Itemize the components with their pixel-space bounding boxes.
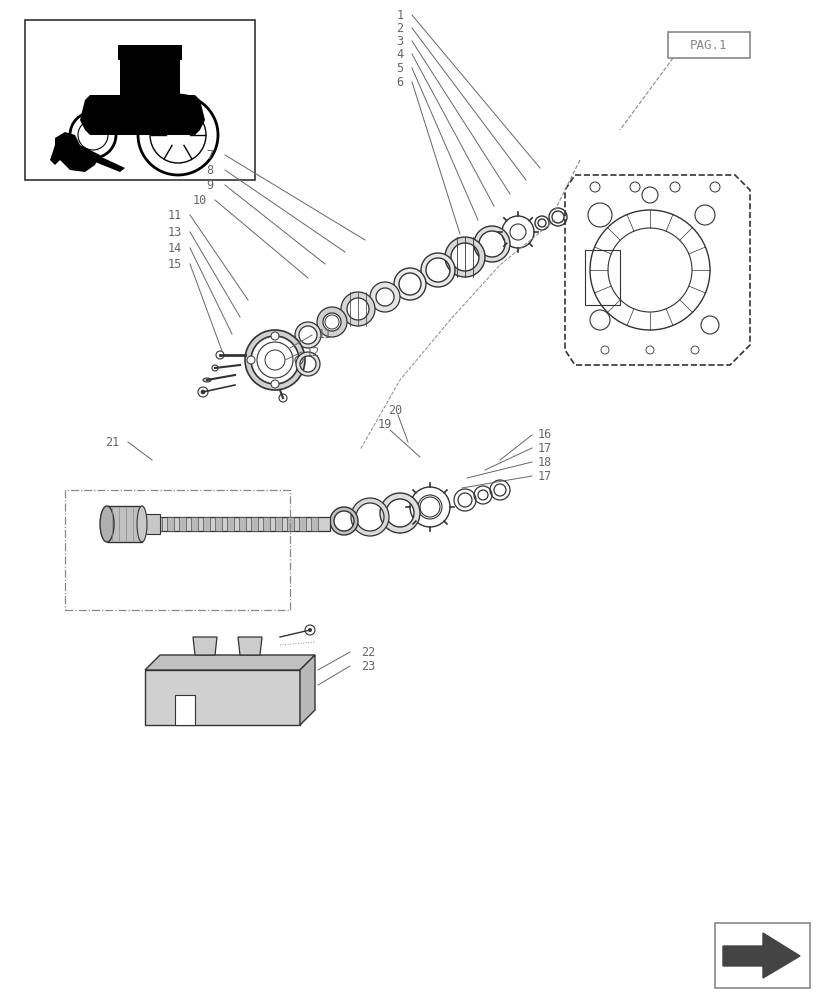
Text: 4: 4	[396, 48, 403, 61]
Circle shape	[270, 332, 279, 340]
Text: 11: 11	[168, 209, 182, 222]
Bar	[215, 517, 222, 531]
Wedge shape	[294, 322, 321, 348]
Text: 19: 19	[377, 418, 392, 432]
Text: 8: 8	[206, 164, 213, 177]
Bar	[275, 517, 282, 531]
Bar	[145, 517, 330, 531]
Circle shape	[308, 628, 312, 632]
Bar	[118, 45, 182, 60]
Text: 16: 16	[538, 428, 552, 442]
Text: 12: 12	[305, 346, 320, 359]
Text: 17: 17	[538, 470, 552, 483]
Bar	[239, 517, 246, 531]
Bar	[287, 517, 294, 531]
Bar	[299, 517, 306, 531]
Text: 14: 14	[168, 241, 182, 254]
Text: 10: 10	[193, 194, 207, 207]
Bar	[167, 517, 174, 531]
Circle shape	[201, 390, 205, 394]
Text: 23: 23	[361, 660, 375, 672]
Wedge shape	[351, 498, 389, 536]
Circle shape	[294, 356, 303, 364]
Circle shape	[216, 351, 224, 359]
Wedge shape	[394, 268, 425, 300]
Text: 3: 3	[396, 35, 403, 48]
Polygon shape	[174, 695, 195, 725]
Circle shape	[270, 380, 279, 388]
Wedge shape	[245, 330, 304, 390]
Polygon shape	[50, 145, 65, 165]
Circle shape	[212, 365, 218, 371]
Text: 15: 15	[168, 257, 182, 270]
Polygon shape	[237, 637, 261, 655]
Text: 2: 2	[396, 22, 403, 35]
Wedge shape	[444, 237, 485, 277]
Text: 9: 9	[206, 179, 213, 192]
Polygon shape	[722, 933, 799, 978]
Text: 20: 20	[387, 403, 402, 416]
Text: 21: 21	[105, 436, 119, 448]
Text: PAG.1: PAG.1	[690, 39, 727, 52]
Text: 11: 11	[318, 328, 332, 342]
Ellipse shape	[136, 506, 147, 542]
Wedge shape	[341, 292, 375, 326]
Text: 22: 22	[361, 646, 375, 658]
Text: 18: 18	[538, 456, 552, 468]
Bar	[140, 514, 160, 534]
Text: 7: 7	[206, 149, 213, 162]
Bar	[251, 517, 258, 531]
Circle shape	[279, 394, 287, 402]
Polygon shape	[193, 637, 217, 655]
Polygon shape	[299, 655, 314, 725]
Bar	[263, 517, 270, 531]
Bar	[585, 250, 619, 305]
Bar	[667, 32, 749, 58]
Wedge shape	[420, 253, 455, 287]
Wedge shape	[473, 226, 509, 262]
Bar	[311, 517, 318, 531]
Polygon shape	[55, 132, 100, 172]
Polygon shape	[145, 670, 299, 725]
Bar	[107, 506, 141, 542]
Ellipse shape	[100, 506, 114, 542]
Wedge shape	[295, 352, 319, 376]
Text: 17: 17	[538, 442, 552, 454]
Circle shape	[198, 387, 208, 397]
Wedge shape	[317, 307, 347, 337]
Polygon shape	[80, 95, 205, 135]
Wedge shape	[380, 493, 419, 533]
Polygon shape	[90, 154, 125, 172]
Bar	[155, 517, 162, 531]
Ellipse shape	[203, 378, 211, 382]
Text: 5: 5	[396, 62, 403, 75]
Text: 6: 6	[396, 76, 403, 89]
Bar	[715, 923, 809, 988]
Bar	[179, 517, 186, 531]
Circle shape	[246, 356, 255, 364]
Bar	[25, 20, 255, 180]
Bar	[203, 517, 210, 531]
Circle shape	[304, 625, 314, 635]
Bar	[191, 517, 198, 531]
Wedge shape	[370, 282, 399, 312]
Text: 1: 1	[396, 9, 403, 22]
Bar	[227, 517, 234, 531]
Text: 13: 13	[168, 226, 182, 239]
Wedge shape	[330, 507, 357, 535]
Polygon shape	[120, 55, 179, 95]
Polygon shape	[145, 655, 314, 670]
